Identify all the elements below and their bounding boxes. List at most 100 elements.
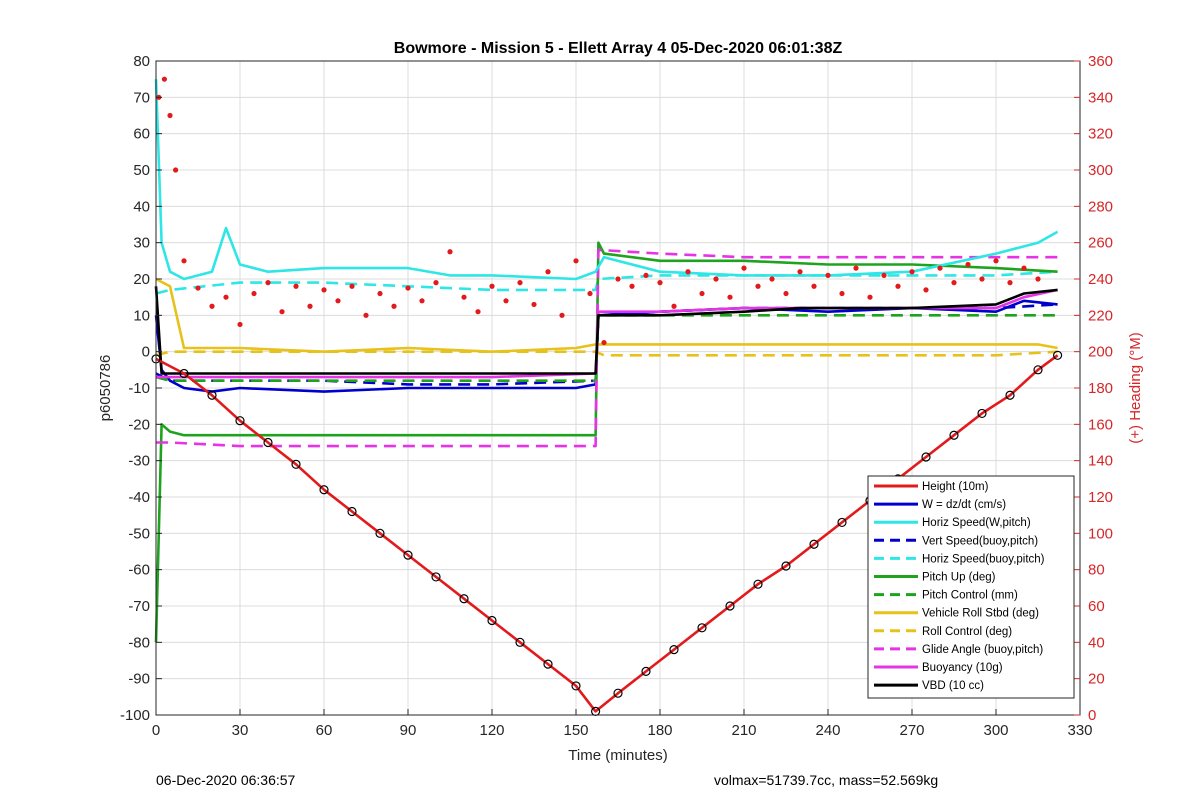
heading-point [909,269,915,275]
heading-point [517,280,523,286]
y-right-tick-label: 40 [1088,634,1105,651]
height-marker [837,517,847,528]
heading-point [223,294,229,300]
heading-point [489,283,495,289]
y-tick-label: -30 [128,453,150,470]
y-tick-label: 10 [133,307,150,324]
heading-point [993,258,999,264]
heading-point [531,301,537,308]
series-line [154,241,1058,643]
x-tick-label: 330 [1067,722,1092,739]
y-tick-label: -10 [128,380,150,397]
y-right-tick-label: 100 [1088,525,1113,542]
height-marker [263,437,273,448]
heading-point [951,280,957,286]
ticks: 0 30 60 90 120 150 180 210 240 270 300 330-100-90-8… [120,53,1113,739]
heading-point [167,112,173,119]
y-right-tick-label: 180 [1088,380,1113,397]
heading-point [783,290,789,297]
height-marker [235,416,245,426]
heading-point [503,298,509,304]
x-tick-label: 210 [731,722,756,739]
y-tick-label: -100 [120,707,150,724]
heading-points [156,76,1041,346]
y-right-tick-label: 220 [1088,307,1113,324]
height-marker [431,572,441,582]
y-right-tick-label: 320 [1088,126,1113,143]
heading-point [335,298,341,304]
y-right-tick-label: 160 [1088,416,1113,433]
heading-point [797,269,803,275]
heading-point [755,283,761,289]
heading-point [713,276,719,282]
y-tick-label: 60 [133,126,150,143]
heading-point [587,290,593,297]
chart-title: Bowmore - Mission 5 - Ellett Array 4 05-… [394,40,843,57]
y-tick-label: 80 [133,53,150,70]
heading-point [923,287,929,293]
heading-point [545,269,551,275]
heading-point [391,303,397,309]
heading-point [1021,265,1027,271]
legend: Height (10m) W = dz/dt (cm/s) Horiz Speed(… [867,475,1075,699]
heading-point [937,265,943,271]
height-marker [809,539,819,549]
y-right-tick-label: 360 [1088,53,1113,70]
legend-label: W = dz/dt (cm/s) [922,499,1006,511]
height-marker [179,368,189,379]
heading-point [895,283,901,289]
y-axis-label: p6050786 [97,355,114,422]
legend-label: Height (10m) [922,481,989,493]
y-right-tick-label: 260 [1088,235,1113,252]
heading-point [265,280,271,286]
height-marker [403,550,413,560]
heading-point [657,280,663,286]
height-marker [613,688,623,698]
heading-point [349,283,355,289]
x-tick-label: 300 [983,722,1008,739]
heading-point [867,294,873,300]
height-marker [571,681,581,691]
heading-point [601,339,607,346]
height-marker [753,579,763,589]
legend-label: Horiz Speed(buoy,pitch) [922,553,1045,565]
height-marker [543,659,553,669]
heading-point [161,76,167,82]
series-line [154,286,1058,375]
heading-point [839,290,845,297]
series-line [155,277,1058,354]
heading-point [307,303,313,309]
heading-point [559,312,565,318]
height-marker [515,637,525,647]
height-marker [1033,365,1043,375]
heading-point [825,272,831,278]
y-tick-label: -20 [128,416,150,433]
heading-point [853,265,859,271]
y-tick-label: -70 [128,598,150,615]
x-tick-label: 270 [899,722,924,739]
heading-point [1007,280,1013,286]
height-marker [697,623,707,633]
height-marker [459,594,469,604]
series-line [155,313,1058,383]
height-marker [781,561,791,571]
height-marker [977,408,987,419]
heading-point [279,309,285,315]
legend-label: Vert Speed(buoy,pitch) [922,535,1038,547]
heading-point [209,303,215,309]
y-right-tick-label: 80 [1088,562,1105,579]
heading-point [699,290,705,297]
series-line [156,288,1058,379]
heading-point [237,321,243,328]
y-tick-label: -50 [128,525,150,542]
heading-point [671,303,677,309]
height-marker [641,666,651,677]
heading-point [181,258,187,264]
y-tick-label: -60 [128,562,150,579]
y-tick-label: 70 [133,89,150,106]
x-tick-label: 30 [232,722,249,739]
height-marker [1005,390,1015,400]
height-marker [1052,350,1063,360]
x-tick-label: 90 [400,722,417,739]
heading-point [293,283,299,289]
